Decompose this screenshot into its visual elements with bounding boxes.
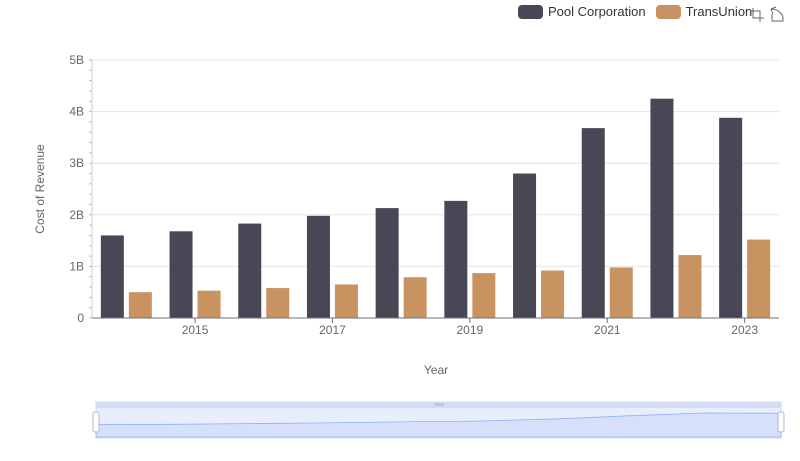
data-zoom-preview <box>95 412 782 438</box>
bar-pool-corporation-2016 <box>238 223 262 318</box>
legend-swatch-pool-corporation <box>518 4 543 19</box>
legend-swatch-transunion <box>655 4 681 19</box>
data-zoom-drag-bar[interactable] <box>434 403 444 406</box>
bar-transunion-2017 <box>334 284 358 318</box>
y-tick-label: 0 <box>77 311 84 325</box>
y-tick-label: 4B <box>69 105 84 119</box>
bar-pool-corporation-2014 <box>100 235 124 318</box>
bar-pool-corporation-2021 <box>581 128 605 318</box>
x-tick-label: 2019 <box>456 323 483 337</box>
legend-item-pool-corporation[interactable]: Pool Corporation <box>518 4 646 19</box>
bar-pool-corporation-2015 <box>169 231 193 318</box>
x-tick-label: 2015 <box>182 323 209 337</box>
zoom-icon[interactable] <box>748 6 766 24</box>
bar-series[interactable] <box>100 98 771 319</box>
x-axis-label: Year <box>424 363 448 377</box>
x-tick-label: 2021 <box>594 323 621 337</box>
restore-icon[interactable] <box>768 6 786 24</box>
toolbox <box>746 6 786 24</box>
bar-pool-corporation-2022 <box>650 98 674 318</box>
y-tick-label: 1B <box>69 259 84 273</box>
bar-pool-corporation-2020 <box>513 173 537 318</box>
legend-item-transunion[interactable]: TransUnion <box>655 4 753 19</box>
data-zoom-slider[interactable] <box>92 401 785 439</box>
bar-pool-corporation-2023 <box>719 117 743 319</box>
data-zoom-handle-left[interactable] <box>92 411 100 433</box>
bar-pool-corporation-2018 <box>375 208 399 318</box>
bar-transunion-2014 <box>128 292 152 318</box>
x-tick-label: 2023 <box>731 323 758 337</box>
y-axis-label: Cost of Revenue <box>33 144 47 234</box>
bar-transunion-2015 <box>197 290 221 318</box>
bar-transunion-2019 <box>472 273 496 318</box>
legend-label: Pool Corporation <box>548 4 646 19</box>
bar-transunion-2021 <box>609 267 633 318</box>
bar-transunion-2016 <box>266 288 290 318</box>
bar-transunion-2022 <box>678 255 702 318</box>
x-tick-label: 2017 <box>319 323 346 337</box>
y-tick-label: 3B <box>69 156 84 170</box>
y-axis: 0 1B 2B 3B 4B 5B <box>69 53 93 325</box>
bar-pool-corporation-2019 <box>444 200 468 318</box>
bar-transunion-2018 <box>403 277 427 318</box>
data-zoom-handle-right[interactable] <box>777 411 785 433</box>
legend-label: TransUnion <box>685 4 753 19</box>
bar-pool-corporation-2017 <box>306 215 330 318</box>
y-tick-label: 2B <box>69 208 84 222</box>
legend: Pool Corporation TransUnion <box>518 4 762 19</box>
bar-transunion-2023 <box>747 239 771 318</box>
x-axis: 2015 2017 2019 2021 2023 <box>92 317 779 337</box>
y-grid <box>92 59 779 319</box>
y-tick-label: 5B <box>69 53 84 67</box>
bar-transunion-2020 <box>541 270 565 318</box>
